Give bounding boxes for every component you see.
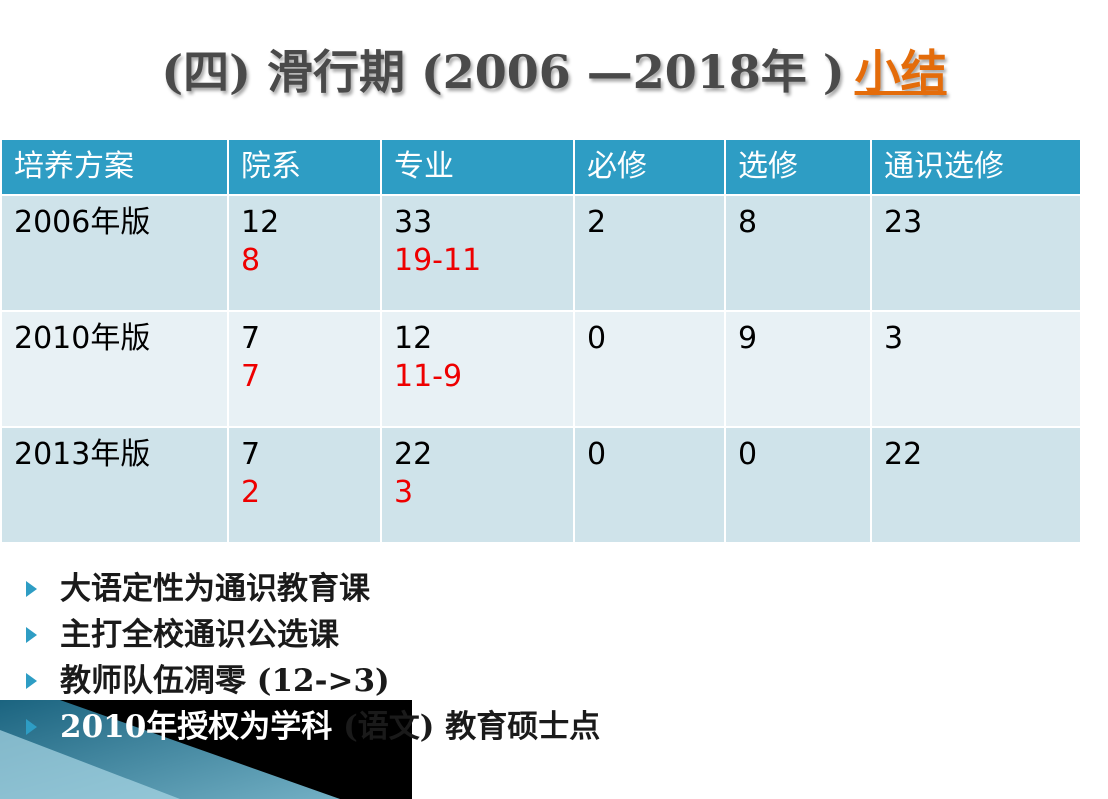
cell-general: 3 [870,310,1082,428]
header-general: 通识选修 [870,138,1082,196]
bullet-item: 2010年授权为学科 (语文) 教育硕士点 [18,704,600,750]
cell-required: 0 [573,426,726,544]
cell-plan: 2013年版 [0,426,229,544]
dept-sub-count: 7 [241,359,261,394]
major-sub-count: 3 [394,475,414,510]
cell-required: 0 [573,310,726,428]
cell-elective: 0 [724,426,872,544]
cell-dept: 12 8 [227,194,382,312]
bullet-arrow-icon [26,673,37,689]
dept-sub-count: 2 [241,475,261,510]
bullet-item: 教师队伍凋零 (12->3) [18,658,600,704]
corner-decoration [0,700,412,799]
curriculum-table: 培养方案 院系 专业 必修 选修 通识选修 2006年版 12 8 33 19-11… [0,138,1082,544]
table-row: 2006年版 12 8 33 19-11 2 8 23 [0,194,1082,312]
dept-count: 7 [241,437,261,472]
cell-elective: 9 [724,310,872,428]
cell-general: 22 [870,426,1082,544]
major-count: 12 [394,321,433,356]
bullet-arrow-icon [26,719,37,735]
title-text: (四) 滑行期 (2006 —2018年 ) [161,45,845,99]
bullet-arrow-icon [26,581,37,597]
header-required: 必修 [573,138,726,196]
cell-plan: 2006年版 [0,194,229,312]
bullet-text-lead: 2010年授权为学科 [60,709,333,745]
bullet-text: 教师队伍凋零 (12->3) [60,663,390,699]
bullet-text: 主打全校通识公选课 [60,617,339,653]
cell-required: 2 [573,194,726,312]
major-sub-count: 11-9 [394,359,463,394]
table-header-row: 培养方案 院系 专业 必修 选修 通识选修 [0,138,1082,196]
cell-elective: 8 [724,194,872,312]
major-sub-count: 19-11 [394,243,482,278]
header-dept: 院系 [227,138,382,196]
bullet-text: 大语定性为通识教育课 [60,571,370,607]
header-elective: 选修 [724,138,872,196]
cell-major: 12 11-9 [380,310,575,428]
bullet-item: 大语定性为通识教育课 [18,566,600,612]
bullet-item: 主打全校通识公选课 [18,612,600,658]
slide-title: (四) 滑行期 (2006 —2018年 ) 小结 [0,36,1108,106]
header-major: 专业 [380,138,575,196]
bullet-arrow-icon [26,627,37,643]
major-count: 22 [394,437,433,472]
cell-major: 22 3 [380,426,575,544]
cell-major: 33 19-11 [380,194,575,312]
dept-count: 7 [241,321,261,356]
dept-sub-count: 8 [241,243,261,278]
major-count: 33 [394,205,433,240]
dept-count: 12 [241,205,280,240]
cell-plan: 2010年版 [0,310,229,428]
bullet-text-tail: (语文) 教育硕士点 [332,709,601,745]
bullet-list: 大语定性为通识教育课 主打全校通识公选课 教师队伍凋零 (12->3) 2010… [18,566,600,750]
header-plan: 培养方案 [0,138,229,196]
summary-link[interactable]: 小结 [854,45,947,99]
cell-general: 23 [870,194,1082,312]
